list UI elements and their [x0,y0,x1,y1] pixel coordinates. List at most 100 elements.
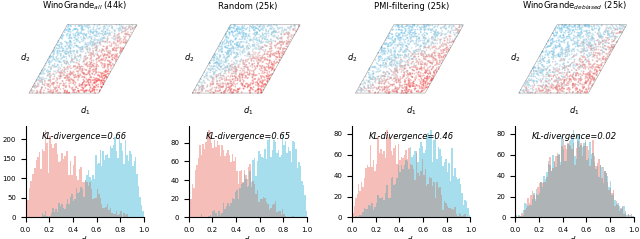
Point [394,33,404,37]
Point [253,58,263,61]
Point [562,26,572,30]
Point [60,51,70,55]
Text: KL-divergence=0.65: KL-divergence=0.65 [205,132,291,141]
Point [401,29,411,33]
Point [524,79,534,83]
Point [254,24,264,28]
Point [223,83,234,87]
Point [586,44,596,48]
Point [43,60,53,64]
Point [428,40,438,43]
Point [259,55,269,59]
Point [86,56,96,60]
Point [52,43,63,47]
Point [228,34,239,38]
Point [81,89,91,92]
Point [49,75,60,79]
Point [535,59,545,63]
Point [575,79,586,83]
Point [113,36,123,39]
Point [603,45,613,49]
Point [430,41,440,45]
Point [277,41,287,44]
Point [541,83,551,87]
Point [282,42,292,46]
Point [232,34,243,38]
Point [102,45,112,49]
Bar [623,206,625,217]
Point [268,67,278,71]
Point [577,90,587,93]
Point [68,45,79,49]
Point [61,60,72,63]
Point [58,55,68,59]
Point [620,25,630,29]
Point [574,34,584,38]
Bar [404,165,405,217]
Point [75,72,85,76]
Point [87,52,97,56]
Point [65,71,75,75]
Point [77,81,88,85]
Point [244,90,255,94]
Point [266,38,276,41]
Point [585,70,595,73]
Point [543,53,554,57]
Point [425,75,435,79]
Point [423,45,433,49]
Point [115,23,125,27]
Point [561,23,571,27]
Point [76,56,86,60]
Point [237,50,248,54]
Point [83,50,93,54]
Point [539,65,549,69]
Point [225,91,235,94]
Point [356,88,367,92]
Point [268,62,278,66]
Point [48,72,58,76]
Point [257,45,267,49]
Bar [566,161,567,217]
Point [88,40,98,44]
Point [53,91,63,95]
Point [442,49,452,53]
Point [62,49,72,53]
Point [531,87,541,91]
Bar [570,140,572,217]
Point [71,44,81,48]
Point [113,38,123,42]
Point [52,77,63,81]
Bar [89,182,91,217]
Point [551,67,561,71]
Point [373,81,383,85]
Bar [585,140,586,217]
Point [384,34,394,38]
Bar [538,196,539,217]
Point [584,73,594,77]
Point [70,87,80,91]
Point [535,58,545,62]
Point [237,25,247,29]
Point [234,45,244,49]
Point [47,64,58,68]
Point [204,68,214,71]
Point [235,62,245,66]
Point [605,26,615,29]
Point [67,86,77,90]
Point [360,86,370,90]
Point [230,65,240,69]
Point [584,73,595,76]
Point [45,66,56,70]
Point [521,88,531,92]
Point [524,83,534,87]
Point [584,43,594,47]
Point [55,91,65,94]
Point [33,81,43,85]
Point [45,70,55,74]
Bar [246,187,248,217]
Point [587,32,597,35]
Bar [113,214,115,217]
Point [528,80,538,84]
Point [586,78,596,81]
Point [433,34,443,38]
